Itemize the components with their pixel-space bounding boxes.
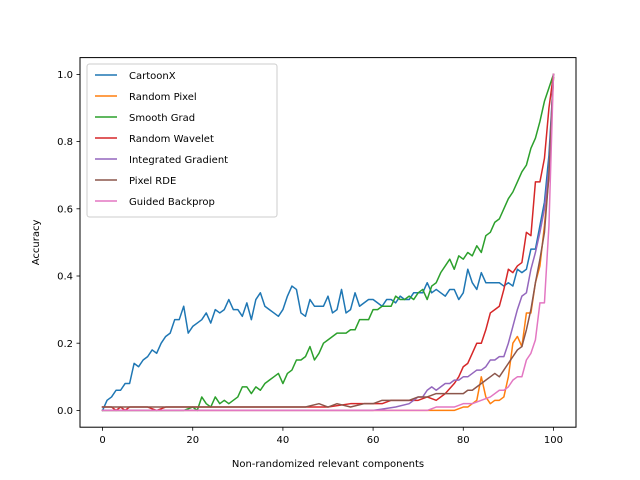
x-tick-label: 0 (99, 435, 105, 446)
legend-label: Smooth Grad (129, 113, 195, 124)
legend-label: Random Wavelet (129, 134, 214, 145)
y-tick-label: 0.6 (57, 204, 73, 215)
y-tick-label: 0.8 (57, 137, 73, 148)
x-tick-label: 60 (367, 435, 380, 446)
legend-label: Pixel RDE (129, 176, 176, 187)
x-tick-label: 20 (186, 435, 199, 446)
y-axis-ticks: 0.0 0.2 0.4 0.6 0.8 1.0 (57, 70, 80, 417)
y-tick-label: 0.4 (57, 272, 73, 283)
series-line-guided-backprop (101, 73, 555, 412)
legend-box (86, 63, 278, 218)
legend-label: Random Pixel (129, 92, 197, 103)
series-line-cartoonx (101, 76, 555, 412)
x-axis-ticks: 0 20 40 60 80 100 (99, 427, 563, 446)
legend: CartoonX Random Pixel Smooth Grad Random Wa… (86, 63, 278, 218)
series-line-smooth-grad (101, 73, 555, 412)
legend-label: CartoonX (129, 71, 176, 82)
y-tick-label: 0.2 (57, 339, 73, 350)
y-tick-label: 1.0 (57, 70, 73, 81)
series-line-pixel-rde (101, 73, 555, 408)
legend-label: Integrated Gradient (129, 155, 228, 166)
x-tick-label: 80 (457, 435, 470, 446)
legend-label: Guided Backprop (129, 197, 215, 208)
series-lines (101, 73, 555, 412)
y-axis-label: Accuracy (31, 219, 42, 265)
y-tick-label: 0.0 (57, 406, 73, 417)
x-axis-label: Non-randomized relevant components (232, 459, 424, 470)
x-tick-label: 100 (544, 435, 563, 446)
x-tick-label: 40 (277, 435, 290, 446)
plot-frame (79, 57, 577, 428)
